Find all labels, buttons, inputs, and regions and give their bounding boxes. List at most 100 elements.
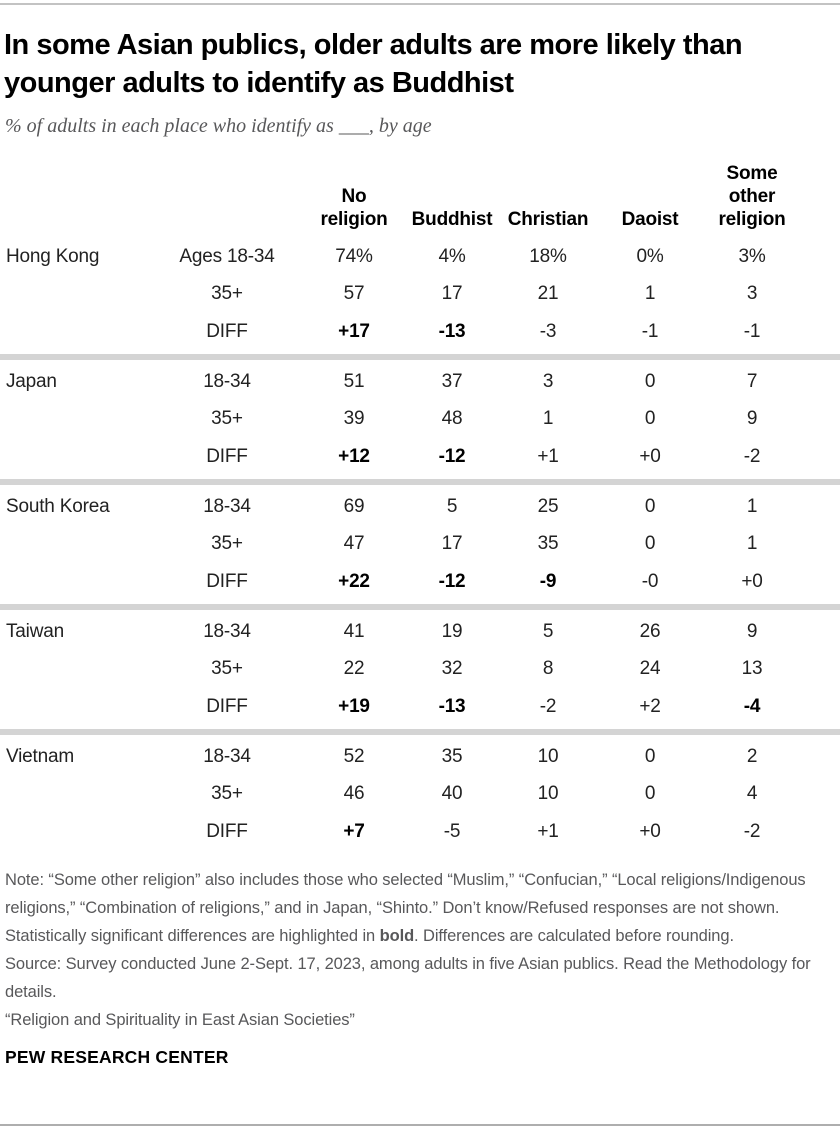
place-label: Japan xyxy=(6,370,57,392)
note-segment: . Differences are calculated before roun… xyxy=(414,926,734,945)
age-group-label: 35+ xyxy=(211,783,243,805)
value-cell: 0 xyxy=(644,783,656,805)
age-group-label: 18-34 xyxy=(203,745,251,767)
value-cell: -12 xyxy=(438,445,466,467)
column-header-buddhist: Buddhist xyxy=(411,209,493,230)
section-separator xyxy=(0,603,840,610)
value-cell: 10 xyxy=(537,745,559,767)
place-label xyxy=(0,438,150,476)
value-cell: 19 xyxy=(441,620,463,642)
place-label xyxy=(0,813,150,851)
place-label xyxy=(0,313,150,351)
age-group-label: 35+ xyxy=(211,533,243,555)
value-cell: -2 xyxy=(743,820,761,842)
value-cell: 13 xyxy=(741,658,763,680)
value-cell: 0 xyxy=(644,745,656,767)
value-cell: 69 xyxy=(343,495,365,517)
place-label: Vietnam xyxy=(6,745,74,767)
value-cell: +22 xyxy=(338,570,370,592)
value-cell: -4 xyxy=(743,695,761,717)
value-cell: -2 xyxy=(539,695,557,717)
value-cell: 37 xyxy=(441,370,463,392)
value-cell: 0 xyxy=(644,370,656,392)
value-cell: +19 xyxy=(338,695,370,717)
value-cell: -1 xyxy=(641,320,659,342)
value-cell: 1 xyxy=(746,533,758,555)
value-cell: 0 xyxy=(644,408,656,430)
age-group-label: DIFF xyxy=(206,320,248,342)
place-label: Hong Kong xyxy=(6,245,100,267)
age-group-label: DIFF xyxy=(206,820,248,842)
place-label xyxy=(0,563,150,601)
age-group-label: 35+ xyxy=(211,408,243,430)
value-cell: 5 xyxy=(542,620,554,642)
value-cell: +1 xyxy=(537,445,559,467)
age-group-label: DIFF xyxy=(206,445,248,467)
value-cell: -5 xyxy=(443,820,461,842)
age-group-label: 18-34 xyxy=(203,495,251,517)
value-cell: 35 xyxy=(441,745,463,767)
place-label xyxy=(0,651,150,689)
note-text: Note: “Some other religion” also include… xyxy=(5,866,833,950)
bottom-divider xyxy=(0,1124,840,1126)
value-cell: 0 xyxy=(644,533,656,555)
place-label xyxy=(0,401,150,439)
age-group-label: 18-34 xyxy=(203,370,251,392)
age-group-label: DIFF xyxy=(206,695,248,717)
place-label xyxy=(0,776,150,814)
age-group-label: 35+ xyxy=(211,658,243,680)
value-cell: 1 xyxy=(644,283,656,305)
value-cell: 74% xyxy=(335,245,373,267)
table-section-hong-kong: Hong Kong Ages 18-34 74% 4% 18% 0% 3% 35+ 57 17 21… xyxy=(0,238,800,351)
value-cell: 51 xyxy=(343,370,365,392)
value-cell: -3 xyxy=(539,320,557,342)
value-cell: 3 xyxy=(542,370,554,392)
value-cell: 39 xyxy=(343,408,365,430)
value-cell: 9 xyxy=(746,408,758,430)
value-cell: 17 xyxy=(441,533,463,555)
column-header-daoist: Daoist xyxy=(621,209,679,230)
value-cell: 1 xyxy=(542,408,554,430)
value-cell: +12 xyxy=(338,445,370,467)
table-section-vietnam: Vietnam 18-34 52 35 10 0 2 35+ 46 40 10 0 4 DIFF +7 -5 +… xyxy=(0,738,800,851)
value-cell: 26 xyxy=(639,620,661,642)
value-cell: +0 xyxy=(741,570,763,592)
value-cell: +0 xyxy=(639,445,661,467)
place-label: South Korea xyxy=(6,495,110,517)
column-header-some-other-religion: Some other religion xyxy=(718,163,786,230)
value-cell: 35 xyxy=(537,533,559,555)
place-label: Taiwan xyxy=(6,620,64,642)
value-cell: 9 xyxy=(746,620,758,642)
value-cell: 32 xyxy=(441,658,463,680)
value-cell: 24 xyxy=(639,658,661,680)
note-segment: Note: “Some other religion” also include… xyxy=(5,870,806,945)
value-cell: +1 xyxy=(537,820,559,842)
value-cell: 1 xyxy=(746,495,758,517)
table-column-headers: No religion Buddhist Christian Daoist So… xyxy=(0,154,800,238)
value-cell: 17 xyxy=(441,283,463,305)
value-cell: 52 xyxy=(343,745,365,767)
age-group-label: 18-34 xyxy=(203,620,251,642)
value-cell: 4% xyxy=(438,245,466,267)
value-cell: 40 xyxy=(441,783,463,805)
value-cell: 25 xyxy=(537,495,559,517)
section-separator xyxy=(0,728,840,735)
value-cell: 4 xyxy=(746,783,758,805)
citation-text: “Religion and Spirituality in East Asian… xyxy=(5,1010,355,1029)
value-cell: 41 xyxy=(343,620,365,642)
value-cell: -9 xyxy=(539,570,557,592)
column-header-christian: Christian xyxy=(507,209,589,230)
value-cell: 21 xyxy=(537,283,559,305)
pew-research-table-figure: In some Asian publics, older adults are … xyxy=(0,3,840,1132)
place-label xyxy=(0,688,150,726)
value-cell: -1 xyxy=(743,320,761,342)
value-cell: 0% xyxy=(636,245,664,267)
table-section-taiwan: Taiwan 18-34 41 19 5 26 9 35+ 22 32 8 24 13 DIFF +19 -1… xyxy=(0,613,800,726)
note-bold-word: bold xyxy=(379,926,415,945)
value-cell: 57 xyxy=(343,283,365,305)
age-group-label: 35+ xyxy=(211,283,243,305)
value-cell: 3 xyxy=(746,283,758,305)
value-cell: -13 xyxy=(438,320,466,342)
value-cell: -13 xyxy=(438,695,466,717)
value-cell: +2 xyxy=(639,695,661,717)
